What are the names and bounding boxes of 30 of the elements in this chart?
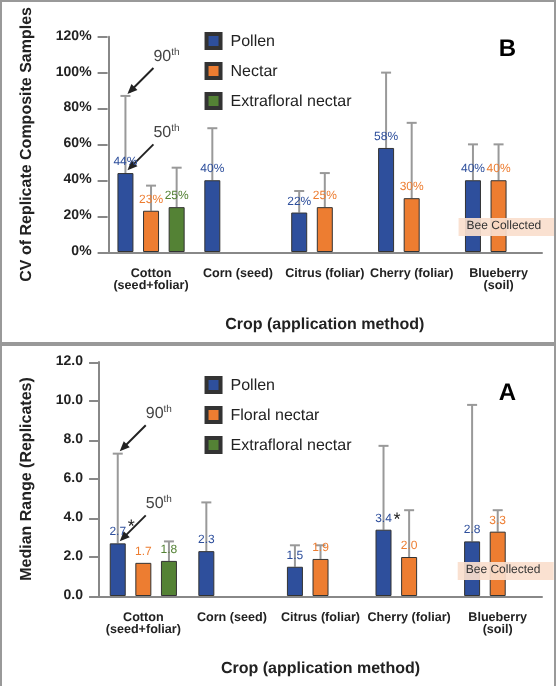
legend-label: Pollen: [230, 32, 276, 50]
bar: [160, 560, 177, 596]
bar: [143, 210, 160, 252]
annotation: *: [393, 508, 402, 529]
legend-label: Floral nectar: [230, 406, 321, 424]
legend-label: Nectar: [230, 62, 279, 80]
annotation: *: [127, 515, 136, 536]
bar: [168, 207, 185, 252]
x-axis-title: Crop (application method): [225, 315, 426, 333]
bar: [109, 543, 126, 596]
legend-label: Extrafloral nectar: [230, 92, 353, 110]
bar: [401, 557, 418, 596]
x-axis-title: Crop (application method): [220, 659, 421, 677]
legend-label: Extrafloral nectar: [230, 436, 353, 454]
bar: [117, 173, 134, 252]
text: A: [498, 378, 517, 406]
bar: [375, 529, 392, 596]
bar: [312, 558, 329, 596]
bar: [204, 180, 221, 252]
y-axis-title: CV of Replicate Composite Samples: [17, 5, 35, 282]
y-axis-title: Median Range (Replicates): [17, 376, 35, 581]
bar: [198, 551, 215, 596]
bar: [286, 566, 303, 596]
bar: [378, 147, 395, 252]
bar: [291, 212, 308, 252]
bar: [135, 562, 152, 596]
chart-title: B: [498, 34, 517, 62]
legend-label: Pollen: [230, 376, 276, 394]
bar: [316, 207, 333, 252]
bar: [403, 198, 420, 252]
